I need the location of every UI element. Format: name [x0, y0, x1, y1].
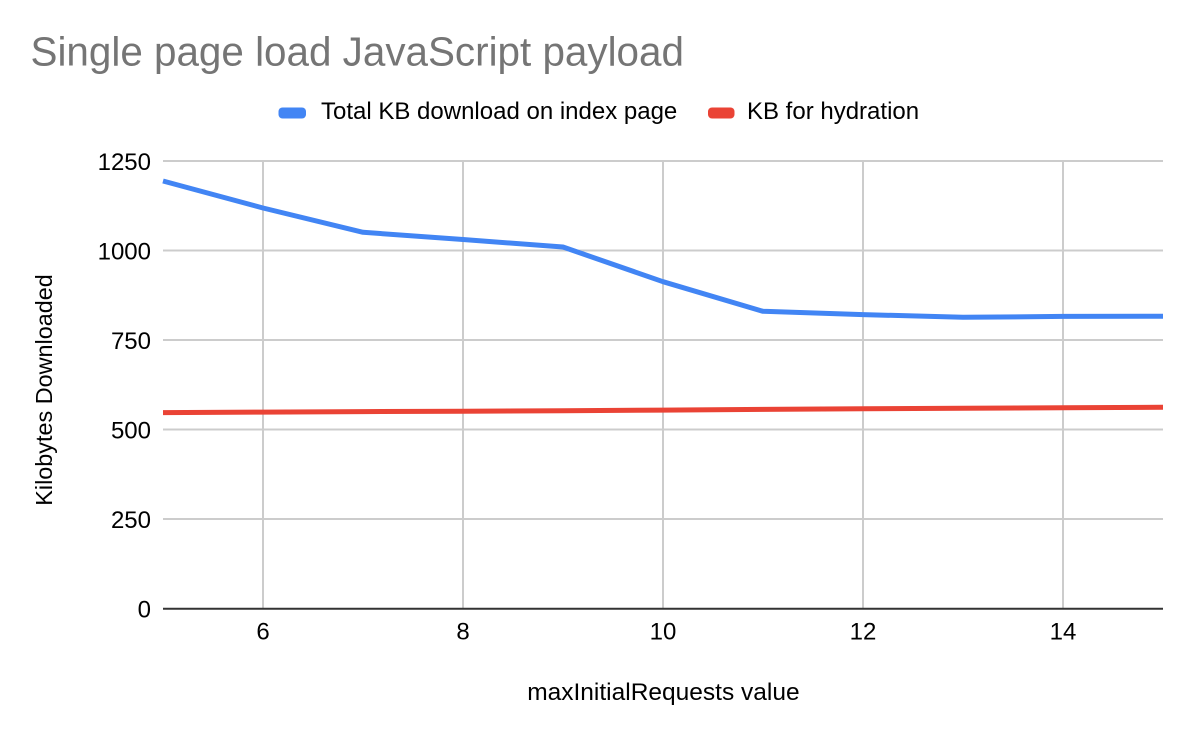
svg-text:1000: 1000 — [98, 238, 151, 265]
svg-text:250: 250 — [111, 507, 151, 534]
svg-text:10: 10 — [650, 619, 677, 646]
svg-text:maxInitialRequests value: maxInitialRequests value — [527, 679, 799, 706]
svg-text:500: 500 — [111, 417, 151, 444]
svg-text:0: 0 — [138, 596, 151, 623]
svg-text:12: 12 — [850, 619, 877, 646]
svg-text:1250: 1250 — [98, 149, 151, 176]
svg-text:KB for hydration: KB for hydration — [747, 98, 919, 125]
svg-text:8: 8 — [456, 619, 469, 646]
svg-text:Single page load JavaScript pa: Single page load JavaScript payload — [31, 29, 684, 75]
svg-text:Total KB download on index pag: Total KB download on index page — [321, 98, 677, 125]
svg-text:6: 6 — [256, 619, 269, 646]
svg-text:750: 750 — [111, 328, 151, 355]
svg-text:14: 14 — [1050, 619, 1077, 646]
svg-text:Kilobytes Downloaded: Kilobytes Downloaded — [31, 274, 57, 505]
